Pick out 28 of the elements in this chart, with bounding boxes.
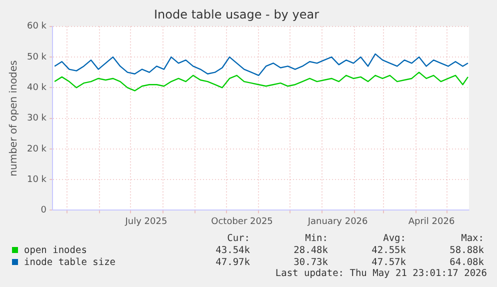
text: Avg:	[382, 232, 406, 244]
y-tick-label: 30 k	[26, 114, 48, 124]
y-tick-label: 20 k	[26, 144, 48, 154]
text: Max:	[460, 232, 484, 244]
y-tick-label: 10 k	[26, 174, 48, 185]
text: 47.97k	[214, 256, 250, 268]
legend-label: open inodes	[23, 244, 88, 256]
x-tick-label: April 2026	[408, 216, 455, 227]
text: Min:	[304, 232, 328, 244]
y-tick-label: 50 k	[26, 52, 48, 62]
y-tick-label: 40 k	[26, 83, 48, 94]
text: 43.54k	[214, 244, 250, 256]
text: 64.08k	[448, 256, 484, 268]
x-tick-label: January 2026	[306, 216, 368, 227]
chart-title: Inode table usage - by year	[154, 7, 320, 22]
y-tick-label: 60 k	[26, 22, 48, 32]
y-axis-title: number of open inodes	[8, 60, 20, 176]
text: 30.73k	[292, 256, 328, 268]
text: 58.88k	[448, 244, 484, 256]
legend-label: inode table size	[23, 256, 117, 268]
text: 42.55k	[370, 244, 406, 256]
text: Last update: Thu May 21 23:01:17 2026	[274, 268, 487, 279]
text: 47.57k	[370, 256, 406, 268]
x-tick-label: October 2025	[211, 216, 273, 227]
text: 28.48k	[292, 244, 328, 256]
y-tick-label: 0	[40, 206, 47, 216]
text: Cur:	[226, 232, 250, 244]
x-tick-label: July 2025	[124, 216, 168, 227]
